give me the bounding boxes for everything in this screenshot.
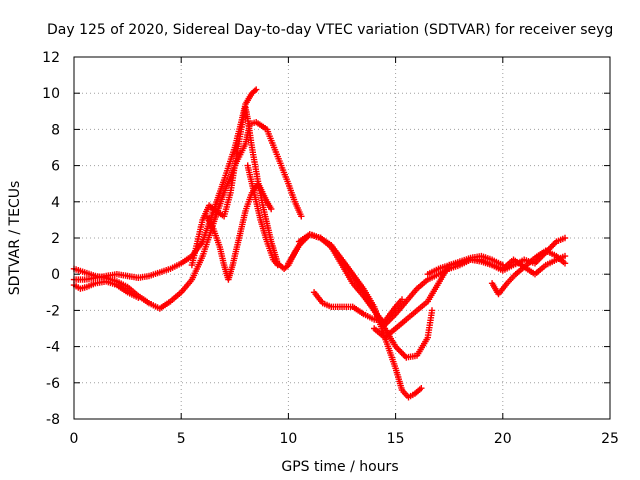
y-tick-label: -2 [46,303,60,319]
grid [74,57,610,419]
data-point [561,252,569,260]
y-tick-label: 0 [51,267,60,283]
data-point [428,307,436,314]
data-point [418,385,425,392]
data-series-2 [70,119,305,312]
data-point [283,263,291,270]
chart-title: Day 125 of 2020, Sidereal Day-to-day VTE… [47,22,613,38]
data-series-7 [285,231,425,401]
x-tick-label: 0 [70,431,79,447]
x-tick-label: 25 [601,431,619,447]
y-tick-label: 6 [51,159,60,175]
data-series-14 [499,252,569,278]
y-tick-label: 4 [51,195,60,211]
x-tick-label: 15 [387,431,405,447]
data-series-6 [244,162,281,269]
y-tick-label: -6 [46,376,60,392]
data-point [251,87,258,94]
y-axis-label: SDTVAR / TECUs [7,181,23,296]
y-tick-label: 12 [42,50,60,66]
y-tick-label: 2 [51,231,60,247]
y-tick-label: -4 [46,340,60,356]
y-tick-label: 8 [51,122,60,138]
data-point [298,213,305,220]
x-tick-label: 20 [494,431,512,447]
axis-ticks: 0 5 10 15 20 25 -8 -6 -4 -2 0 2 4 6 8 10 12 [42,50,619,447]
data-series-5 [203,180,275,283]
data-point [398,296,406,303]
y-tick-label: -8 [46,412,60,428]
x-axis-label: GPS time / hours [281,459,398,475]
x-tick-label: 10 [279,431,297,447]
data-series-3 [70,278,142,301]
y-tick-label: 10 [42,86,60,102]
data-points [70,86,569,401]
x-tick-label: 5 [177,431,186,447]
data-point [274,261,281,269]
data-point [135,294,142,301]
data-point [268,205,275,213]
data-point [561,234,569,242]
data-point [561,260,569,267]
data-point [253,86,260,93]
